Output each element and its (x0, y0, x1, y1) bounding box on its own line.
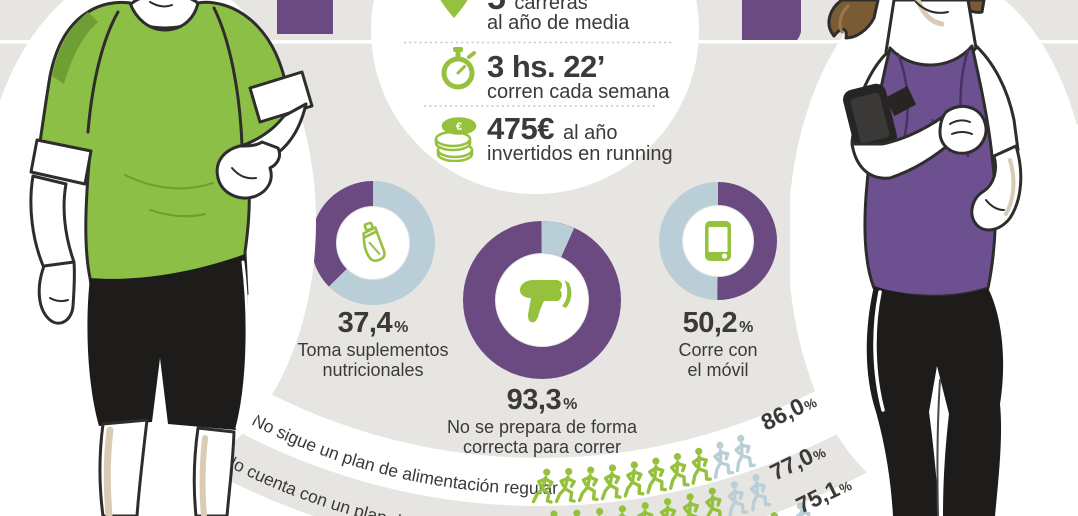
donut-caption-supplements: 37,4% Toma suplementos nutricionales (297, 307, 449, 381)
donut-caption-mobile: 50,2% Corre con el móvil (678, 307, 758, 381)
purple-ribbon-left (277, 0, 333, 34)
phone-armband (843, 83, 917, 153)
donut-rest-segment (463, 221, 621, 379)
stat-weekly-hours: 3 hs. 22’ (487, 49, 605, 84)
donut-value-segment (659, 182, 777, 300)
hand-right (37, 260, 76, 325)
sleeve-band-right (29, 138, 93, 186)
stat-weekly-hours-sub: corren cada semana (487, 81, 670, 103)
forearm-right (850, 114, 956, 180)
thumbs-down-icon (520, 280, 572, 323)
donut-value-segment (311, 181, 435, 305)
stat-races: 5carreras (487, 0, 588, 17)
location-pin-icon (440, 0, 468, 18)
donut-caption-preparation: 93,3% No se prepara de forma correcta pa… (446, 384, 638, 458)
stopwatch-icon (441, 47, 476, 90)
smartphone-icon (705, 221, 731, 261)
male-runner-illustration (0, 0, 316, 516)
leggings (866, 286, 1004, 516)
purple-ribbon-right (742, 0, 801, 42)
bottle-icon (362, 221, 386, 263)
donut-chart-preparation (463, 221, 621, 379)
fist-right (938, 104, 988, 155)
coins-icon: € (434, 117, 477, 162)
svg-text:86,0%: 86,0% (757, 387, 820, 436)
female-runner-illustration (790, 0, 1078, 516)
svg-text:€: € (456, 121, 462, 133)
stat-spend: 475€ al año (487, 111, 618, 146)
stat-spend-sub: invertidos en running (487, 143, 673, 165)
arc-percent-row-1: 86,0% (757, 387, 820, 436)
shorts (87, 254, 248, 430)
donut-chart-mobile (659, 182, 777, 300)
shirt (38, 0, 296, 307)
hand-left (215, 140, 282, 200)
stat-races-sub: al año de media (487, 12, 630, 34)
donut-chart-supplements (311, 181, 435, 305)
